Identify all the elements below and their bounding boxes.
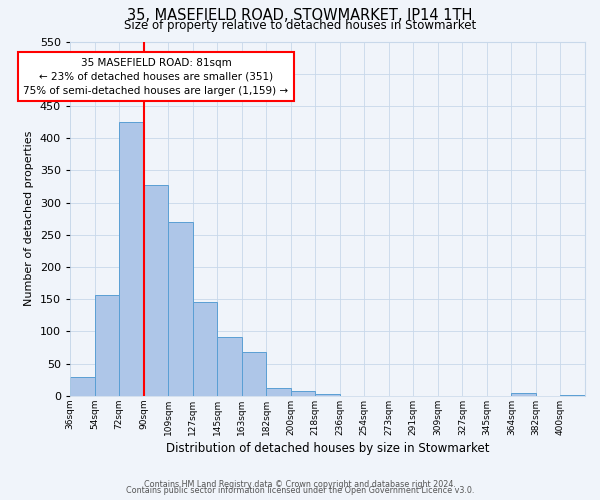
Bar	[511, 392, 536, 396]
Text: 35 MASEFIELD ROAD: 81sqm
← 23% of detached houses are smaller (351)
75% of semi-: 35 MASEFIELD ROAD: 81sqm ← 23% of detach…	[23, 58, 289, 96]
Bar	[70, 376, 95, 396]
Bar	[143, 184, 168, 396]
Text: Contains public sector information licensed under the Open Government Licence v3: Contains public sector information licen…	[126, 486, 474, 495]
Text: Contains HM Land Registry data © Crown copyright and database right 2024.: Contains HM Land Registry data © Crown c…	[144, 480, 456, 489]
Bar	[560, 394, 585, 396]
Bar	[217, 338, 242, 396]
Bar	[266, 388, 291, 396]
Y-axis label: Number of detached properties: Number of detached properties	[25, 131, 34, 306]
X-axis label: Distribution of detached houses by size in Stowmarket: Distribution of detached houses by size …	[166, 442, 489, 455]
Bar	[193, 302, 217, 396]
Bar	[119, 122, 143, 396]
Text: Size of property relative to detached houses in Stowmarket: Size of property relative to detached ho…	[124, 18, 476, 32]
Bar	[168, 222, 193, 396]
Bar	[242, 352, 266, 396]
Bar	[315, 394, 340, 396]
Bar	[95, 294, 119, 396]
Text: 35, MASEFIELD ROAD, STOWMARKET, IP14 1TH: 35, MASEFIELD ROAD, STOWMARKET, IP14 1TH	[127, 8, 473, 22]
Bar	[291, 390, 315, 396]
